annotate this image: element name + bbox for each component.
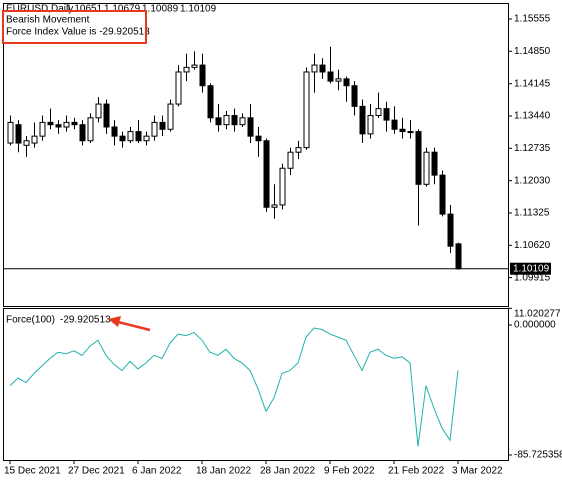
candle-body	[215, 117, 222, 126]
y-tick-label: 1.09915	[514, 272, 551, 283]
candle-body	[135, 131, 142, 142]
candle-body	[207, 85, 214, 119]
candle-body	[39, 121, 46, 137]
candle-body	[439, 174, 446, 215]
symbol-label: EURUSD,Daily	[6, 4, 73, 15]
y-tick-label: 11.020277	[514, 309, 561, 320]
candle-body	[247, 117, 254, 137]
chart-layer: 1.15555 1.14850 1.14145 1.13440 1.12735 1.120…	[3, 4, 562, 477]
y-tick-label: 1.13440	[514, 111, 551, 122]
highlight-box	[2, 10, 147, 44]
candle-body	[287, 151, 294, 169]
comment-line: Bearish Movement	[6, 15, 90, 26]
y-tick-label: 1.14145	[514, 78, 551, 89]
candle-body	[455, 243, 462, 270]
candle-body	[431, 151, 438, 176]
candle-body	[167, 103, 174, 130]
x-tick-label: 21 Feb 2022	[388, 466, 445, 477]
arrow-head	[108, 316, 121, 327]
candle-body	[231, 115, 238, 126]
candle-body	[119, 135, 126, 142]
candle-body	[335, 78, 342, 82]
indicator-value: -29.920513	[60, 315, 111, 326]
x-tick-label: 6 Jan 2022	[132, 466, 182, 477]
price-panel	[3, 3, 509, 307]
candle-body	[255, 135, 262, 142]
arrow-shaft	[117, 320, 151, 332]
candle-body	[359, 105, 366, 135]
last-price-label: 1.10109	[513, 263, 550, 274]
candle-body	[375, 108, 382, 117]
candle-body	[223, 115, 230, 126]
candle-body	[415, 131, 422, 185]
candle-body	[279, 167, 286, 206]
candle-body	[183, 66, 190, 73]
candle-body	[111, 126, 118, 137]
x-tick-label: 27 Dec 2021	[68, 466, 125, 477]
candle-body	[343, 78, 350, 87]
candle-body	[191, 64, 198, 68]
candle-body	[143, 135, 150, 142]
candle-body	[407, 131, 414, 134]
candle-body	[63, 121, 70, 128]
candle-body	[175, 71, 182, 105]
candle-body	[351, 85, 358, 107]
ohlc-label: 1.10089	[142, 4, 179, 15]
candle-body	[55, 124, 62, 128]
indicator-name: Force(100)	[6, 315, 55, 326]
candle-body	[71, 121, 78, 126]
candle-body	[103, 103, 110, 128]
candle-body	[311, 64, 318, 73]
y-tick-label: 0.000000	[514, 320, 556, 331]
candle-body	[295, 147, 302, 153]
ohlc-label: 1.10651	[66, 4, 103, 15]
candle-body	[327, 71, 334, 82]
candle-body	[95, 103, 102, 119]
candle-body	[127, 131, 134, 142]
candle-body	[87, 117, 94, 142]
candle-body	[367, 115, 374, 135]
candle-body	[7, 121, 14, 144]
ohlc-label: 1.10679	[104, 4, 141, 15]
indicator-panel	[3, 308, 509, 461]
x-tick-label: 28 Jan 2022	[260, 466, 315, 477]
candle-body	[263, 140, 270, 208]
x-tick-label: 3 Mar 2022	[452, 466, 503, 477]
candle-body	[199, 64, 206, 87]
candle-body	[423, 151, 430, 185]
x-tick-label: 15 Dec 2021	[4, 466, 61, 477]
candle-body	[79, 124, 86, 142]
y-tick-label: 1.14850	[514, 46, 551, 57]
candle-body	[151, 121, 158, 137]
candle-body	[391, 119, 398, 130]
candle-body	[47, 121, 54, 126]
ohlc-label: 1.10109	[180, 4, 217, 15]
candle-body	[31, 135, 38, 144]
y-tick-label: 1.12735	[514, 143, 551, 154]
candle-body	[383, 108, 390, 121]
comment-line: Force Index Value is -29.920513	[6, 27, 150, 38]
candle-body	[319, 64, 326, 73]
candle-body	[159, 121, 166, 130]
x-tick-label: 9 Feb 2022	[324, 466, 375, 477]
y-tick-label: -85.725358	[514, 450, 562, 461]
candle-body	[271, 204, 278, 208]
candle-body	[23, 140, 30, 146]
candle-body	[447, 213, 454, 247]
y-tick-label: 1.12030	[514, 175, 551, 186]
force-line	[9, 327, 459, 447]
candle-body	[399, 128, 406, 133]
y-tick-label: 1.11325	[514, 208, 550, 219]
candle-body	[239, 117, 246, 126]
candle-body	[15, 124, 22, 144]
y-tick-label: 1.15555	[514, 14, 551, 25]
x-tick-label: 18 Jan 2022	[196, 466, 251, 477]
candle-body	[303, 71, 310, 149]
y-tick-label: 1.10620	[514, 240, 551, 251]
last-price-box	[510, 262, 551, 275]
